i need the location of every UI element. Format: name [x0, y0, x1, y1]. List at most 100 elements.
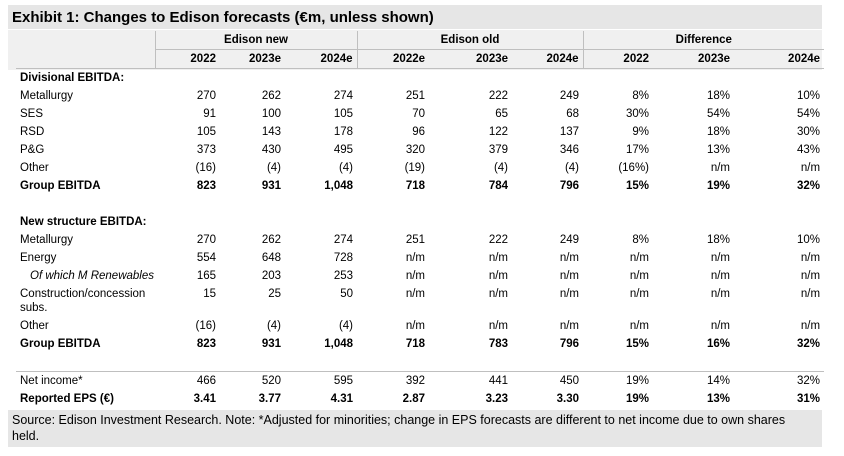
group-edison-new: Edison new	[154, 31, 358, 50]
value-cell: 70	[412, 108, 426, 120]
value-cell: 30%	[797, 126, 821, 138]
table-row: Metallurgy 270 262 274 251 222 249 8% 18% 10%	[16, 231, 824, 249]
table-row: Group EBITDA 823 931 1,048 718 783 796 15% 16% 32…	[16, 335, 824, 353]
group-edison-old: Edison old	[356, 31, 584, 50]
value-cell: 320	[405, 144, 426, 156]
group-difference: Difference	[582, 31, 825, 50]
value-cell: n/m	[488, 288, 509, 300]
value-cell: 520	[220, 371, 285, 390]
table-row: Construction/concession subs. 15 25 50 n/m n/…	[16, 285, 824, 317]
table-row: RSD 105 143 178 96 122 137 9% 18% 30%	[16, 123, 824, 141]
spacer-row	[16, 353, 824, 372]
value-cell: 251	[405, 234, 426, 246]
value-cell: 270	[196, 234, 216, 246]
value-cell: 783	[488, 338, 509, 350]
value-cell: n/m	[710, 162, 731, 174]
value-cell: 10%	[797, 90, 821, 102]
row-label: P&G	[20, 144, 45, 156]
table-row: SES 91 100 105 70 65 68 30% 54% 54%	[16, 105, 824, 123]
row-label: Other	[20, 320, 49, 332]
value-cell: n/m	[629, 252, 650, 264]
value-cell: 32%	[797, 180, 821, 192]
summary-rows: Net income* 466 520 595 392 441 450 19% 14% 32% Re…	[16, 371, 825, 409]
row-label: Metallurgy	[20, 90, 74, 102]
value-cell: 13%	[706, 393, 731, 405]
value-cell: n/m	[710, 320, 731, 332]
value-cell: 430	[261, 144, 281, 156]
value-cell: 100	[261, 108, 281, 120]
source-band	[8, 410, 822, 447]
section-header: Divisional EBITDA:	[16, 69, 824, 88]
section-header: New structure EBITDA:	[16, 213, 824, 231]
value-cell: 10%	[797, 234, 821, 246]
year-header: 2022e	[356, 49, 430, 69]
value-cell: 373	[196, 144, 216, 156]
value-cell: 270	[196, 90, 216, 102]
value-cell: 823	[196, 180, 216, 192]
value-cell: 274	[333, 90, 354, 102]
year-header: 2023e	[429, 49, 513, 69]
value-cell: 554	[196, 252, 216, 264]
value-cell: 15	[203, 288, 216, 300]
row-label: Group EBITDA	[20, 338, 101, 350]
value-cell: (4)	[266, 320, 281, 332]
value-cell: 1,048	[324, 338, 354, 350]
table-row: Other (16) (4) (4) (19) (4) (4) (16%) n/m n/m	[16, 159, 824, 177]
value-cell: n/m	[800, 288, 821, 300]
value-cell: n/m	[710, 252, 731, 264]
value-cell: n/m	[629, 288, 650, 300]
value-cell: 19%	[583, 371, 654, 390]
divisional-rows: Metallurgy 270 262 274 251 222 249 8% 18% 10% SES 9…	[16, 87, 824, 195]
year-header: 2024e	[285, 49, 358, 69]
value-cell: 253	[333, 270, 354, 282]
value-cell: 3.41	[193, 393, 216, 405]
value-cell: 495	[333, 144, 354, 156]
row-label: Energy	[20, 252, 57, 264]
value-cell: 54%	[797, 108, 821, 120]
value-cell: 91	[203, 108, 216, 120]
value-cell: 105	[196, 126, 216, 138]
value-cell: n/m	[629, 270, 650, 282]
value-cell: 796	[559, 338, 580, 350]
value-cell: 2.87	[402, 393, 426, 405]
value-cell: n/m	[800, 320, 821, 332]
value-cell: 379	[488, 144, 509, 156]
table-row: Reported EPS (€) 3.41 3.77 4.31 2.87 3.23 3.30…	[16, 390, 824, 408]
value-cell: 17%	[625, 144, 650, 156]
value-cell: 18%	[706, 126, 731, 138]
exhibit-title: Exhibit 1: Changes to Edison forecasts (…	[12, 9, 434, 26]
value-cell: 137	[559, 126, 580, 138]
value-cell: 8%	[632, 234, 650, 246]
value-cell: n/m	[559, 252, 580, 264]
value-cell: n/m	[800, 252, 821, 264]
value-cell: n/m	[559, 270, 580, 282]
forecast-table: Edison new Edison old Difference 2022 20…	[16, 31, 825, 409]
value-cell: 54%	[706, 108, 731, 120]
value-cell: 15%	[625, 180, 650, 192]
value-cell: 25	[268, 288, 281, 300]
value-cell: 32%	[734, 371, 825, 390]
table-row: Net income* 466 520 595 392 441 450 19% 14% 32%	[16, 371, 825, 390]
value-cell: 249	[559, 90, 580, 102]
value-cell: 18%	[706, 90, 731, 102]
value-cell: n/m	[405, 320, 426, 332]
value-cell: 19%	[706, 180, 731, 192]
value-cell: n/m	[800, 270, 821, 282]
value-cell: 203	[261, 270, 281, 282]
value-cell: 3.30	[556, 393, 580, 405]
row-label: SES	[20, 108, 44, 120]
value-cell: n/m	[559, 320, 580, 332]
year-header: 2023e	[653, 49, 735, 69]
value-cell: 18%	[706, 234, 731, 246]
value-cell: 8%	[632, 90, 650, 102]
value-cell: 32%	[797, 338, 821, 350]
value-cell: 3.23	[485, 393, 509, 405]
value-cell: n/m	[629, 320, 650, 332]
table-row: Metallurgy 270 262 274 251 222 249 8% 18% 10%	[16, 87, 824, 105]
value-cell: (16)	[195, 320, 216, 332]
value-cell: 931	[261, 338, 281, 350]
table-row: Energy 554 648 728 n/m n/m n/m n/m n/m n/m	[16, 249, 824, 267]
value-cell: 718	[405, 180, 426, 192]
year-header: 2022	[154, 49, 220, 69]
value-cell: 68	[566, 108, 580, 120]
